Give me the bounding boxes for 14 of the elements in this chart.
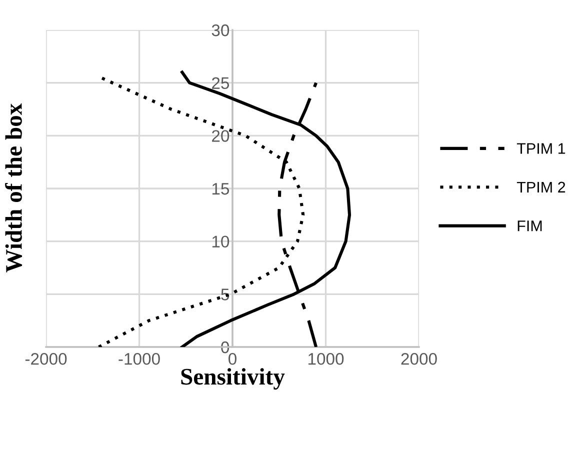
- legend-label: FIM: [518, 220, 542, 232]
- x-tick-label: 1000: [308, 352, 344, 365]
- y-tick-label: 30: [212, 24, 230, 36]
- legend-label: TPIM 1: [516, 143, 566, 154]
- y-tick-label: 25: [212, 77, 230, 90]
- x-tick-label: 2000: [401, 352, 437, 365]
- y-tick-label: 20: [212, 130, 230, 142]
- y-tick-label: 10: [212, 236, 230, 248]
- y-tick-label: 15: [212, 183, 230, 195]
- x-axis-title: Sensitivity: [181, 368, 285, 390]
- x-tick-label: -2000: [25, 352, 67, 365]
- legend-label: TPIM 2: [516, 182, 566, 192]
- y-axis-title: Width of the box: [5, 103, 22, 272]
- x-tick-label: -1000: [118, 352, 160, 365]
